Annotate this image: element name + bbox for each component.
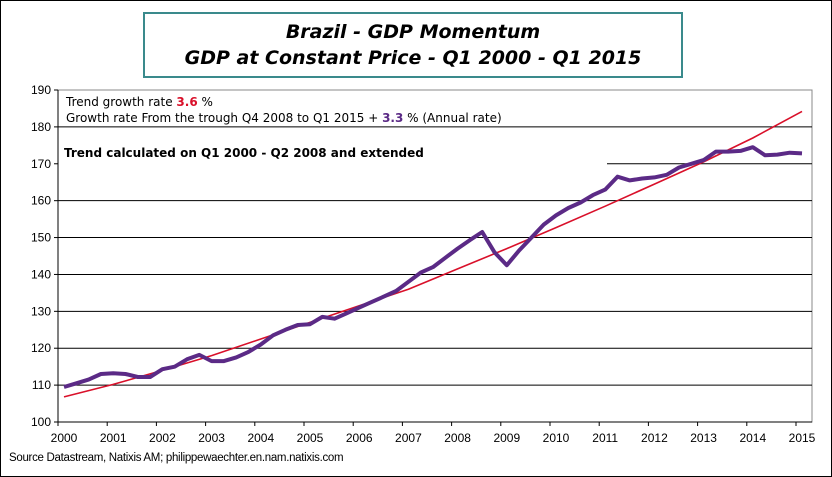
annotation-trend-note: Trend calculated on Q1 2000 - Q2 2008 an… <box>64 146 424 160</box>
chart-title: Brazil - GDP Momentum <box>285 21 541 43</box>
trend-line <box>63 110 803 398</box>
annotation-text: Growth rate From the trough Q4 2008 to Q… <box>66 111 382 125</box>
gdp-series <box>63 145 803 389</box>
x-tick-label: 2008 <box>444 431 471 445</box>
x-tick-label: 2007 <box>395 431 422 445</box>
x-tick-label: 2013 <box>690 431 717 445</box>
y-tick-label: 170 <box>31 157 51 171</box>
x-tick-label: 2006 <box>346 431 373 445</box>
plot-area <box>57 89 813 423</box>
x-tick-label: 2011 <box>592 431 618 445</box>
x-tick-label: 2005 <box>297 431 324 445</box>
annotation-text: % <box>198 95 213 109</box>
trend-rate-value: 3.6 <box>176 95 197 109</box>
source-note: Source Datastream, Natixis AM; philippew… <box>9 452 344 464</box>
y-tick-label: 190 <box>31 83 51 97</box>
x-tick-label: 2002 <box>149 431 176 445</box>
x-tick-label: 2010 <box>543 431 570 445</box>
y-tick-label: 180 <box>31 120 51 134</box>
annotation-trough-rate: Growth rate From the trough Q4 2008 to Q… <box>66 111 502 125</box>
annotation-text: Trend growth rate <box>65 95 176 109</box>
x-tick-label: 2003 <box>198 431 225 445</box>
x-tick-label: 2004 <box>247 431 274 445</box>
y-tick-label: 130 <box>31 304 51 318</box>
y-tick-label: 110 <box>32 378 51 392</box>
chart-subtitle: GDP at Constant Price - Q1 2000 - Q1 201… <box>184 47 642 69</box>
y-tick-label: 150 <box>31 231 51 245</box>
annotation-text: % (Annual rate) <box>403 111 501 125</box>
trough-rate-value: 3.3 <box>382 111 403 125</box>
x-tick-label: 2012 <box>641 431 668 445</box>
x-tick-label: 2009 <box>493 431 520 445</box>
title-box: Brazil - GDP Momentum GDP at Constant Pr… <box>143 12 683 78</box>
x-tick-label: 2014 <box>739 431 766 445</box>
y-tick-label: 160 <box>31 194 51 208</box>
y-tick-label: 140 <box>31 267 51 281</box>
annotation-trend-rate: Trend growth rate 3.6 % <box>65 95 213 109</box>
x-tick-label: 2001 <box>100 431 127 445</box>
y-tick-label: 100 <box>31 415 51 429</box>
y-tick-label: 120 <box>31 341 51 355</box>
x-tick-label: 2000 <box>51 431 78 445</box>
x-tick-label: 2015 <box>789 431 816 445</box>
